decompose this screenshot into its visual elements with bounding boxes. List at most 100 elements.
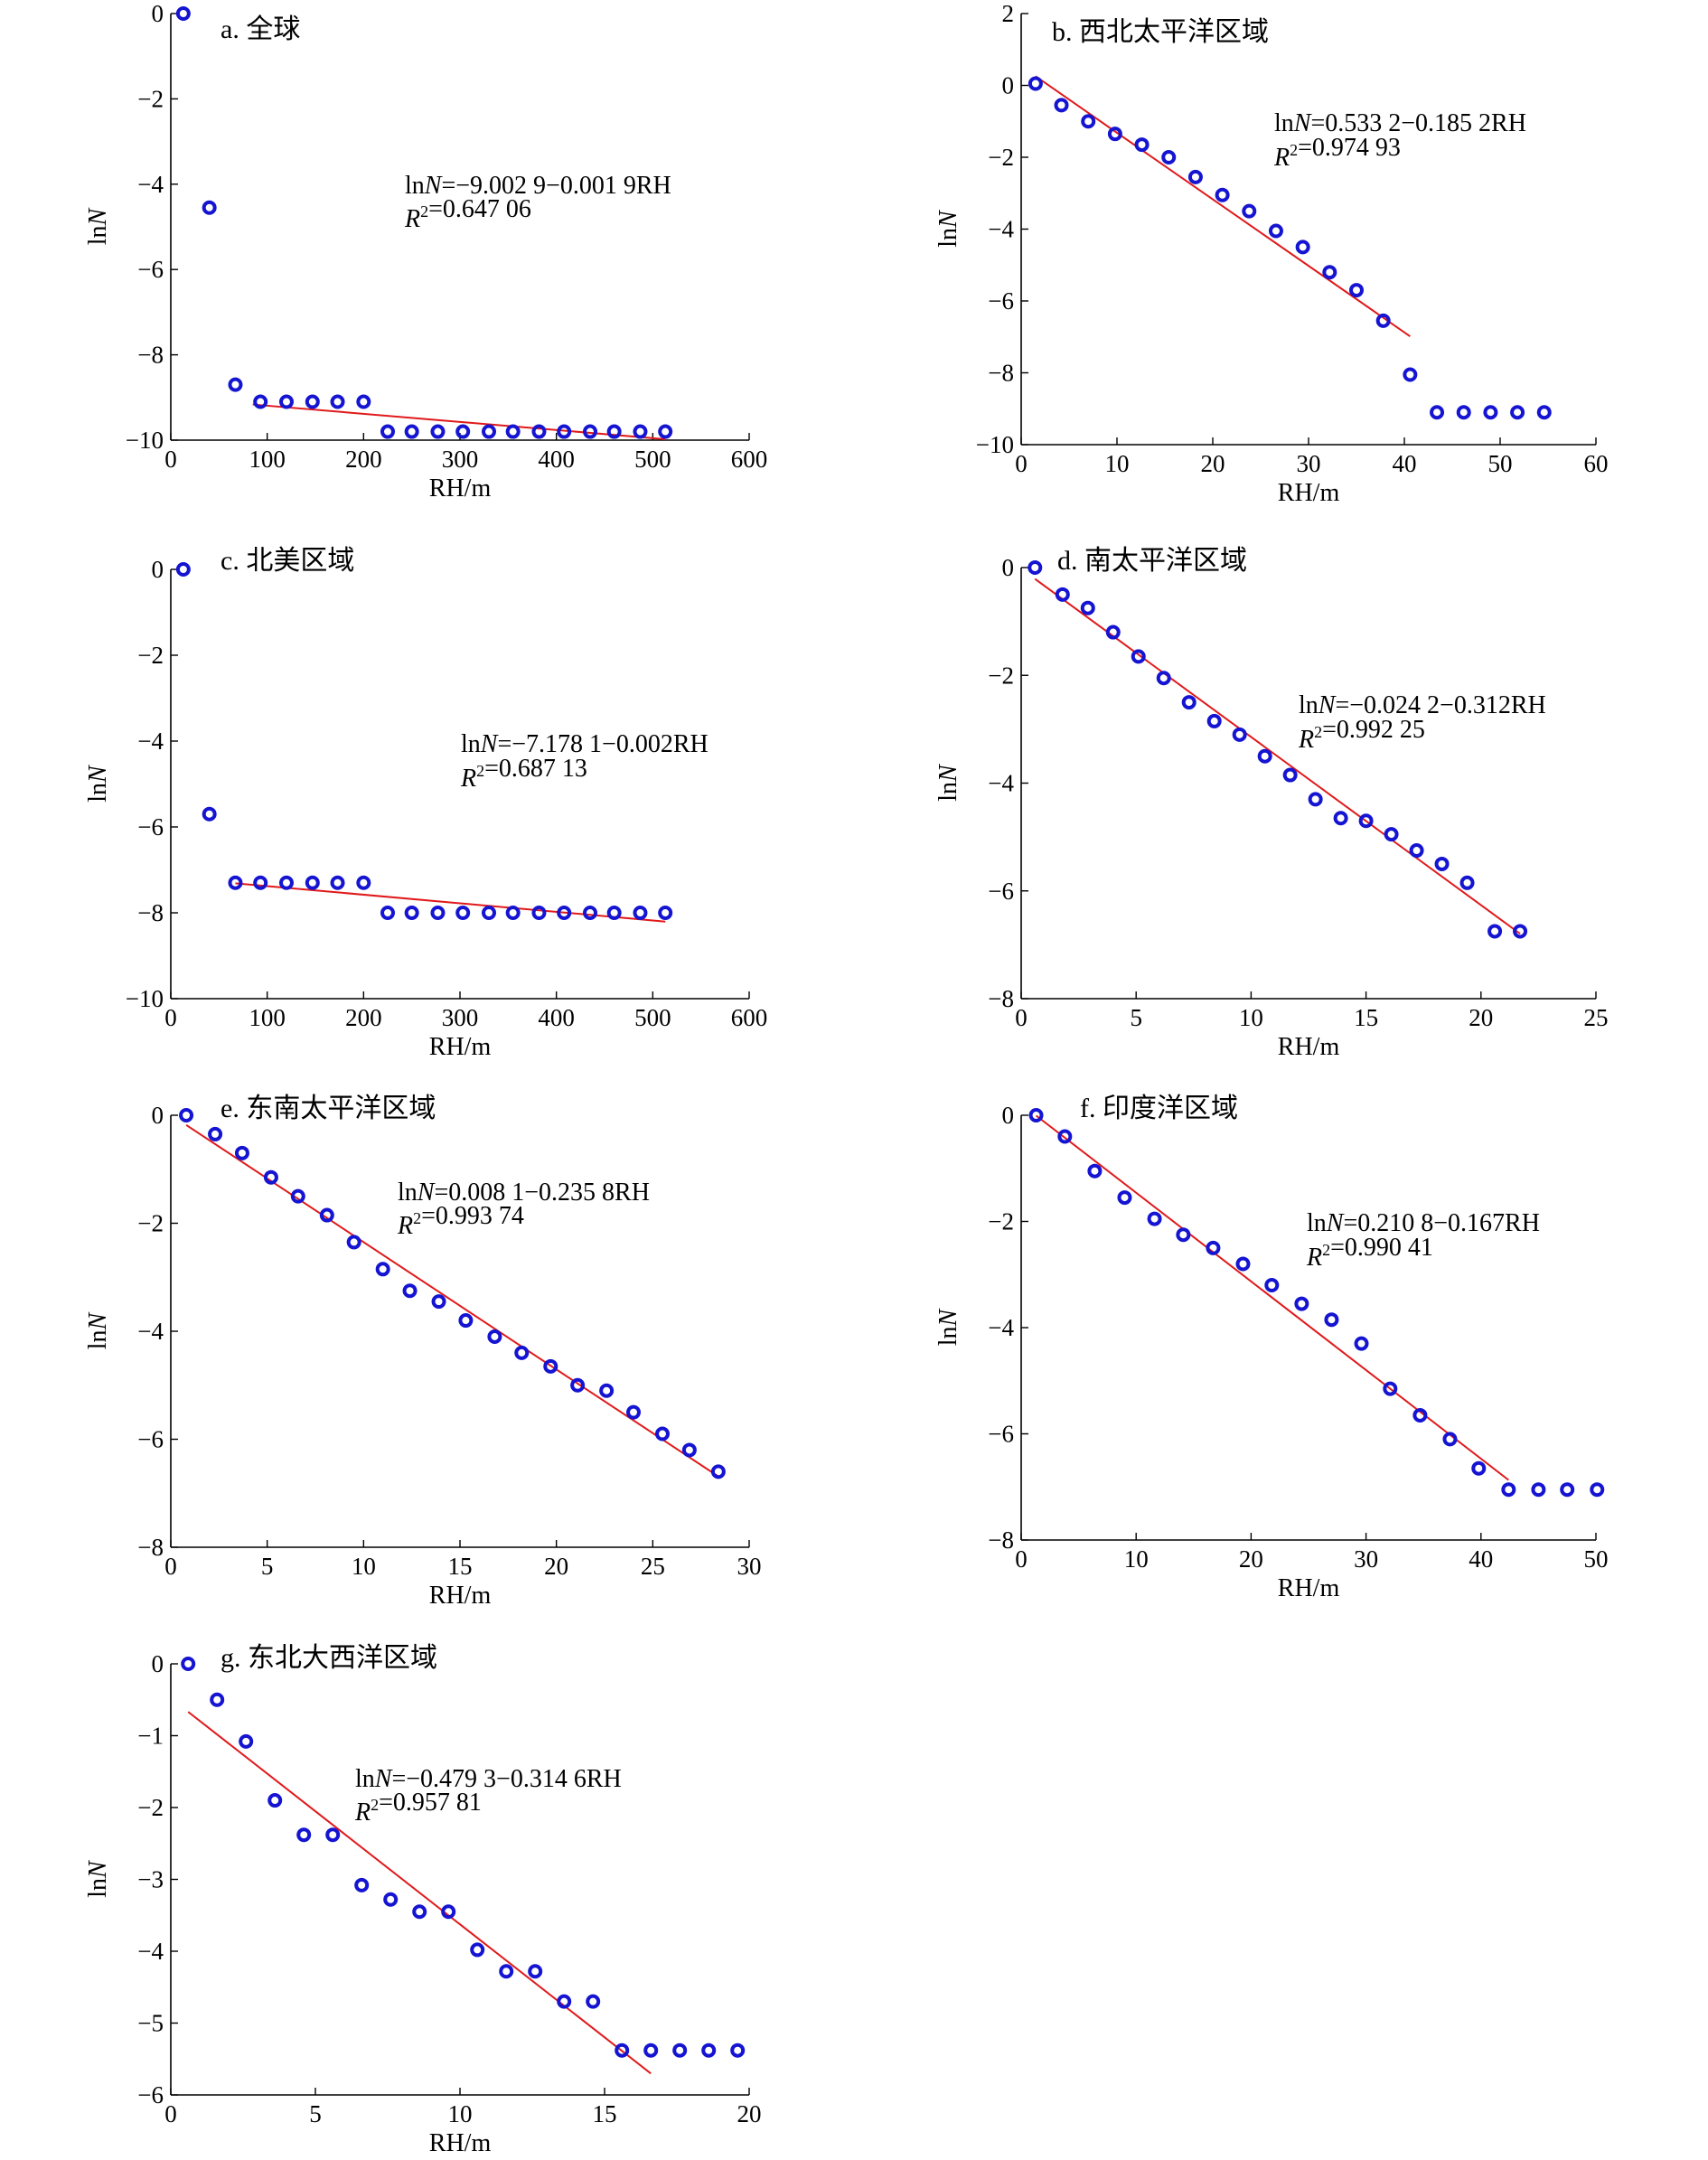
y-tick-label: −10 (126, 427, 164, 454)
x-axis-label: RH/m (429, 1033, 492, 1061)
data-point (1409, 843, 1424, 859)
data-point (330, 394, 345, 409)
data-point (330, 875, 345, 890)
data-point (234, 1145, 249, 1160)
data-point (305, 875, 320, 890)
x-tick-label: 25 (641, 1553, 665, 1580)
y-tick-label: −8 (137, 899, 164, 926)
y-tick-label: −8 (137, 1534, 164, 1561)
panel-title: b. 西北太平洋区域 (1052, 17, 1269, 47)
data-point (1333, 811, 1348, 826)
data-point (202, 200, 217, 215)
x-tick-label: 300 (442, 446, 479, 473)
data-point (557, 424, 572, 439)
x-axis-label: RH/m (429, 2129, 492, 2157)
data-point (487, 1329, 502, 1344)
x-tick-label: 200 (345, 1004, 382, 1031)
regression-line (1035, 1114, 1509, 1481)
x-tick-label: 5 (1130, 1004, 1142, 1031)
data-point (1282, 767, 1298, 783)
regression-line (187, 1711, 652, 2075)
y-tick-label: 0 (152, 1102, 164, 1129)
data-point (1501, 1482, 1516, 1498)
data-point (1215, 187, 1230, 202)
y-tick-label: −2 (988, 1208, 1014, 1235)
data-point (1028, 560, 1043, 575)
x-tick-label: 400 (538, 446, 575, 473)
data-point (626, 1404, 641, 1420)
y-tick-label: −8 (988, 360, 1014, 387)
data-point (1057, 1129, 1073, 1144)
x-tick-label: 40 (1469, 1545, 1493, 1573)
x-tick-label: 15 (1354, 1004, 1378, 1031)
y-tick-label: −4 (988, 770, 1014, 797)
data-point (455, 906, 471, 920)
y-axis-label: lnN (934, 210, 962, 248)
data-point (528, 1964, 543, 1979)
panel-a: 0 100 200 300 400 500 600 −10 −8 −6 −4 −2 0 RH/m lnN a.… (84, 0, 767, 502)
data-point (1181, 695, 1197, 710)
data-point (615, 2043, 630, 2058)
x-tick-label: 0 (1015, 1004, 1028, 1031)
regression-equation: lnN=0.210 8−0.167RH (1307, 1209, 1540, 1237)
data-point (570, 1377, 586, 1393)
data-point (380, 906, 395, 920)
data-point (267, 1793, 283, 1808)
data-point (210, 1692, 225, 1707)
panel-f: 0 10 20 30 40 50 −8 −6 −4 −2 0 RH/m lnN f. 印度洋区域 lnN=0… (934, 1094, 1609, 1602)
data-point (290, 1188, 305, 1204)
data-point (1257, 748, 1272, 764)
data-point (1156, 671, 1171, 686)
data-point (1536, 405, 1552, 420)
data-point (1354, 1336, 1369, 1351)
data-point (356, 394, 371, 409)
y-tick-label: 2 (1002, 0, 1015, 27)
data-point (1117, 1190, 1132, 1206)
x-tick-label: 100 (249, 1004, 286, 1031)
data-point (1510, 405, 1525, 420)
data-point (583, 906, 597, 920)
data-point (606, 424, 622, 439)
data-point (1456, 405, 1471, 420)
x-tick-label: 40 (1393, 450, 1417, 477)
data-point (672, 2043, 688, 2058)
x-tick-label: 100 (249, 446, 286, 473)
x-axis-label: RH/m (429, 474, 492, 502)
x-tick-label: 15 (593, 2100, 617, 2127)
data-point (430, 424, 446, 439)
x-tick-label: 400 (538, 1004, 575, 1031)
data-point (404, 424, 419, 439)
r-squared-label: R2=0.993 74 (397, 1202, 524, 1240)
panel-title: g. 东北大西洋区域 (221, 1643, 437, 1673)
data-point (380, 424, 395, 439)
regression-equation: lnN=−9.002 9−0.001 9RH (405, 172, 671, 200)
data-point (1324, 1312, 1339, 1328)
data-point (1264, 1278, 1280, 1292)
x-axis-label: RH/m (429, 1582, 492, 1610)
data-point (202, 806, 217, 822)
data-point (253, 394, 268, 409)
data-point (1235, 1256, 1251, 1272)
y-tick-label: 0 (1002, 1102, 1015, 1129)
y-axis-label: lnN (934, 764, 962, 802)
data-point (730, 2043, 746, 2058)
y-tick-label: −4 (988, 1314, 1014, 1341)
data-point (1459, 875, 1475, 890)
y-tick-label: −2 (137, 85, 164, 112)
data-point (633, 424, 648, 439)
y-tick-label: −8 (988, 985, 1014, 1012)
data-point (1161, 150, 1177, 164)
data-point (1358, 813, 1374, 829)
data-point (1206, 713, 1222, 728)
r-squared-label: R2=0.974 93 (1273, 134, 1401, 172)
x-axis-label: RH/m (1278, 479, 1340, 507)
data-point (499, 1964, 514, 1979)
x-tick-label: 25 (1584, 1004, 1609, 1031)
data-point (208, 1126, 223, 1141)
data-point (1055, 587, 1070, 602)
data-point (599, 1383, 615, 1398)
y-tick-label: −1 (137, 1723, 164, 1750)
data-point (228, 377, 243, 392)
data-point (325, 1827, 341, 1843)
y-tick-label: −6 (988, 287, 1014, 315)
